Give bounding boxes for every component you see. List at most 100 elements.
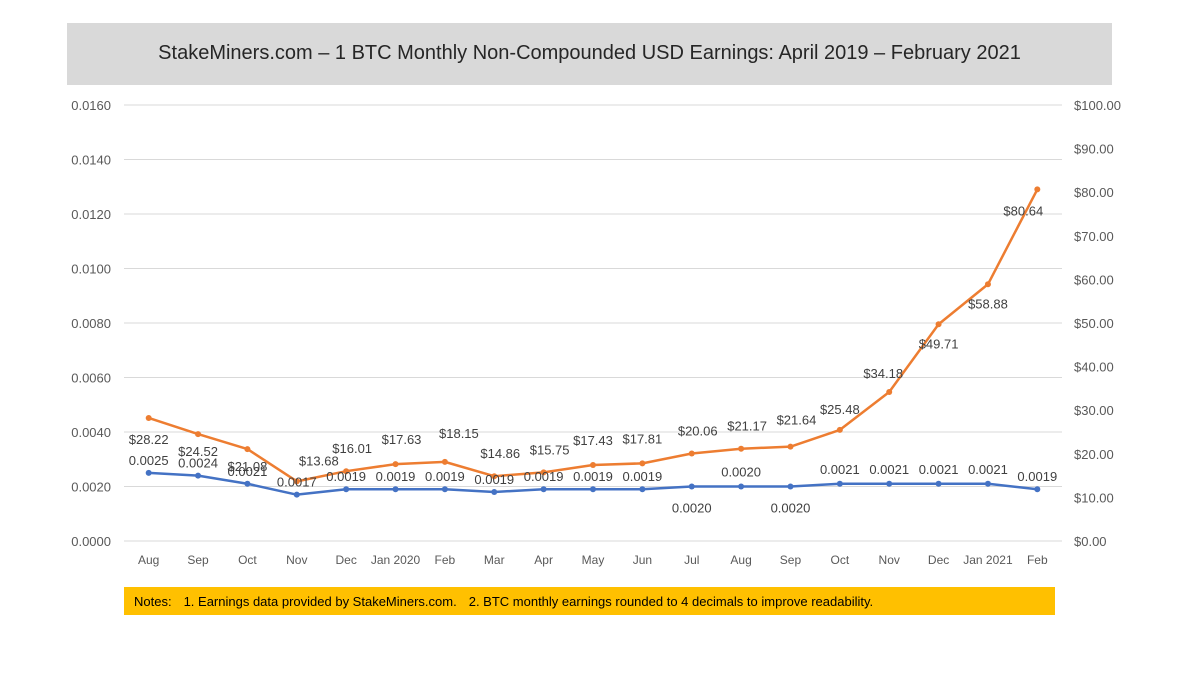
usd-data-point: [836, 426, 843, 433]
btc-data-label: 0.0021: [968, 462, 1008, 477]
btc-data-point: [392, 486, 399, 493]
usd-data-point: [984, 281, 991, 288]
btc-data-label: 0.0021: [869, 462, 909, 477]
btc-data-label: 0.0019: [474, 472, 514, 487]
left-axis-tick-label: 0.0040: [71, 425, 111, 440]
x-axis-tick-label: Aug: [730, 553, 751, 567]
btc-data-point: [540, 486, 547, 493]
notes-text: Notes: 1. Earnings data provided by Stake…: [134, 594, 885, 609]
btc-data-label: 0.0021: [820, 462, 860, 477]
x-axis-tick-label: Oct: [238, 553, 257, 567]
btc-data-point: [491, 488, 498, 495]
right-axis-tick-label: $50.00: [1074, 316, 1114, 331]
right-axis-tick-label: $10.00: [1074, 490, 1114, 505]
x-axis-tick-label: Jan 2020: [371, 553, 421, 567]
btc-data-point: [984, 480, 991, 487]
btc-data-label: 0.0019: [573, 469, 613, 484]
btc-data-point: [836, 480, 843, 487]
usd-data-point: [343, 468, 350, 475]
usd-data-label: $21.64: [777, 413, 817, 428]
x-axis-tick-label: Oct: [831, 553, 850, 567]
notes-prefix: Notes:: [134, 594, 172, 609]
x-axis-tick-label: Feb: [435, 553, 456, 567]
usd-data-point: [688, 450, 695, 457]
chart-title: StakeMiners.com – 1 BTC Monthly Non-Comp…: [158, 42, 1021, 64]
usd-data-point: [787, 443, 794, 450]
x-axis-tick-label: Aug: [138, 553, 159, 567]
btc-data-label: 0.0019: [425, 469, 465, 484]
usd-data-point: [540, 469, 547, 476]
usd-data-label: $17.63: [382, 432, 422, 447]
usd-data-label: $14.86: [480, 446, 520, 461]
btc-data-label: 0.0019: [326, 469, 366, 484]
note-1: 1. Earnings data provided by StakeMiners…: [183, 594, 457, 609]
usd-data-label: $21.17: [727, 419, 767, 434]
usd-data-point: [145, 414, 152, 421]
btc-data-label: 0.0024: [178, 456, 218, 471]
btc-data-label: 0.0020: [721, 465, 761, 480]
right-axis-tick-label: $60.00: [1074, 272, 1114, 287]
left-axis-tick-label: 0.0120: [71, 207, 111, 222]
left-axis-tick-label: 0.0100: [71, 262, 111, 277]
right-axis-tick-label: $0.00: [1074, 534, 1107, 549]
btc-data-label: 0.0019: [622, 469, 662, 484]
btc-data-point: [590, 486, 596, 493]
right-axis-tick-label: $80.00: [1074, 185, 1114, 200]
usd-data-point: [392, 461, 399, 468]
usd-data-point: [244, 446, 251, 453]
x-axis-tick-label: Sep: [187, 553, 209, 567]
btc-data-point: [244, 480, 251, 487]
btc-data-point: [639, 486, 646, 493]
notes-banner: Notes: 1. Earnings data provided by Stake…: [124, 587, 1055, 615]
right-axis-tick-label: $100.00: [1074, 98, 1121, 113]
btc-data-label: 0.0019: [1017, 469, 1057, 484]
usd-data-label: $20.06: [678, 424, 718, 439]
note-2: 2. BTC monthly earnings rounded to 4 dec…: [468, 594, 874, 609]
usd-data-point: [590, 462, 596, 469]
x-axis-tick-label: Sep: [780, 553, 802, 567]
usd-data-label: $15.75: [530, 442, 570, 457]
btc-data-point: [441, 486, 448, 493]
x-axis-tick-label: Nov: [879, 553, 900, 567]
btc-data-point: [688, 483, 695, 490]
left-axis-tick-label: 0.0060: [71, 371, 111, 386]
btc-data-label: 0.0021: [919, 462, 959, 477]
btc-data-point: [935, 480, 942, 487]
left-axis-tick-label: 0.0000: [71, 534, 111, 549]
usd-data-point: [886, 388, 893, 395]
x-axis-tick-label: Nov: [286, 553, 307, 567]
usd-data-label: $21.08: [228, 459, 268, 474]
right-axis-tick-label: $90.00: [1074, 142, 1114, 157]
left-axis-tick-label: 0.0080: [71, 316, 111, 331]
usd-data-label: $18.15: [439, 426, 479, 441]
btc-data-label: 0.0017: [277, 475, 317, 490]
right-axis-tick-label: $40.00: [1074, 360, 1114, 375]
usd-data-label: $25.48: [820, 402, 860, 417]
btc-data-point: [195, 472, 202, 479]
btc-data-point: [293, 491, 300, 498]
right-axis-tick-label: $30.00: [1074, 403, 1114, 418]
btc-data-point: [343, 486, 350, 493]
x-axis-tick-label: Jun: [633, 553, 652, 567]
btc-data-point: [145, 469, 152, 476]
left-axis-tick-label: 0.0160: [71, 98, 111, 113]
usd-data-label: $24.52: [178, 444, 218, 459]
chart-title-banner: StakeMiners.com – 1 BTC Monthly Non-Comp…: [67, 23, 1112, 85]
btc-data-label: 0.0019: [524, 469, 564, 484]
x-axis-tick-label: Mar: [484, 553, 505, 567]
usd-data-label: $17.81: [622, 431, 662, 446]
right-axis-tick-label: $70.00: [1074, 229, 1114, 244]
x-axis-tick-label: Jul: [684, 553, 699, 567]
x-axis-tick-label: Apr: [534, 553, 553, 567]
left-axis-tick-label: 0.0140: [71, 153, 111, 168]
left-axis-tick-label: 0.0020: [71, 480, 111, 495]
right-axis-tick-label: $20.00: [1074, 447, 1114, 462]
btc-data-point: [1034, 486, 1041, 493]
usd-data-point: [738, 445, 745, 452]
usd-data-point: [491, 473, 498, 480]
btc-data-label: 0.0021: [228, 464, 268, 479]
usd-data-label: $34.18: [863, 366, 903, 381]
usd-data-label: $58.88: [968, 296, 1008, 311]
usd-data-label: $28.22: [129, 432, 169, 447]
